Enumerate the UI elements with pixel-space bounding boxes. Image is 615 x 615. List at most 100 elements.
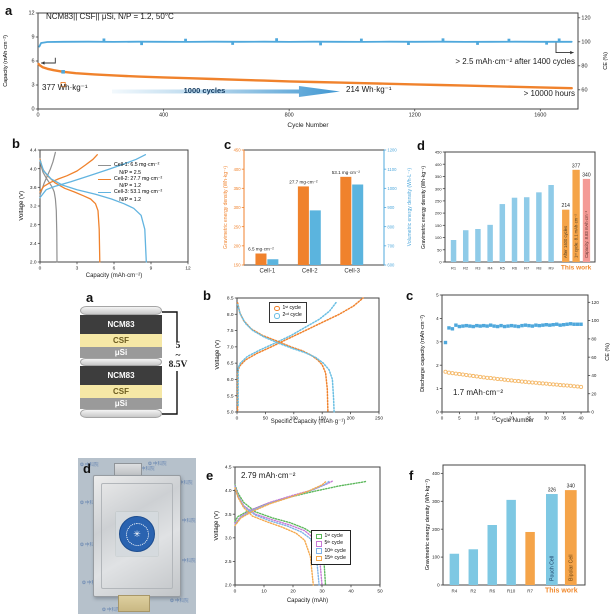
bottom-electrode-cap <box>80 409 162 418</box>
svg-text:1000: 1000 <box>387 186 397 191</box>
cell2-np: N/P = 1.2 <box>119 183 141 190</box>
watermark: ❂ 中科院 <box>177 558 196 563</box>
svg-text:2.8: 2.8 <box>30 222 37 228</box>
fig1b-y-axis-label: Voltage (V) <box>18 191 25 221</box>
watermark: ❂ 中科院 <box>177 518 196 523</box>
svg-text:340: 340 <box>567 484 576 490</box>
fig2b-legend: 1ˢᵗ cycle 2ⁿᵈ cycle <box>269 302 307 323</box>
cycle10-swatch <box>316 548 322 554</box>
svg-text:5: 5 <box>436 293 439 298</box>
legend-item-1st: 1ˢᵗ cycle <box>316 533 346 540</box>
svg-text:Cell-2: Cell-2 <box>302 269 318 275</box>
fig1-panel-b-voltage-profiles: 0 3 6 9 12 2.0 2.4 2.8 3.2 3.6 4.0 4.4 Voltage (V) … <box>10 140 222 286</box>
fig1c-y2-axis-label: Volumetric energy density (Wh·L⁻¹) <box>406 168 413 247</box>
svg-text:25: 25 <box>526 416 532 421</box>
svg-text:R8: R8 <box>536 266 542 271</box>
svg-text:40: 40 <box>591 373 597 378</box>
fig2b-y-axis-label: Voltage (V) <box>214 340 221 370</box>
watermark: ❂ 中科院 <box>136 466 155 471</box>
svg-text:10: 10 <box>261 589 267 595</box>
svg-text:6: 6 <box>113 266 116 272</box>
svg-text:0: 0 <box>236 416 239 422</box>
svg-text:1200: 1200 <box>409 113 421 119</box>
bipolar-cell-stack: NCM83 CSF μSi NCM83 CSF μSi <box>80 306 162 418</box>
fig2-label-c: c <box>406 288 414 303</box>
svg-text:1200: 1200 <box>387 148 397 153</box>
cell3-np: N/P = 1.2 <box>119 196 141 203</box>
legend-item-cycle2: 2ⁿᵈ cycle <box>274 312 302 319</box>
svg-text:3.2: 3.2 <box>30 204 37 210</box>
fig2f-chart-canvas: 0 100 200 300 400 326 Pouch Cell 340 Bipolar Cel… <box>432 464 586 595</box>
legend-item-cell3: Cell-3: 53.1 mg·cm⁻² <box>98 189 162 197</box>
svg-text:R2: R2 <box>470 589 476 594</box>
svg-text:3.0: 3.0 <box>225 535 232 541</box>
svg-text:Capacity: 8.83 mAh·cm⁻²: Capacity: 8.83 mAh·cm⁻² <box>584 210 589 258</box>
cell3-line-swatch <box>98 192 111 194</box>
svg-text:150: 150 <box>234 263 242 268</box>
svg-text:60: 60 <box>581 87 587 93</box>
top-electrode-cap <box>80 306 162 315</box>
svg-text:0: 0 <box>36 113 39 119</box>
fig2e-capacity-annotation: 2.79 mAh·cm⁻² <box>241 471 296 480</box>
cycle1-marker-swatch <box>274 305 280 312</box>
fig1a-capacity-note: > 2.5 mAh·cm⁻² after 1400 cycles <box>455 57 575 66</box>
svg-text:200: 200 <box>435 211 442 216</box>
svg-text:After 1400 cycles: After 1400 cycles <box>563 226 568 258</box>
fig2-label-a: a <box>86 290 94 305</box>
fig2f-y-axis-label: Gravimetric energy density (Wh·kg⁻¹) <box>424 479 431 571</box>
fig1c-y-axis-label: Gravimetric energy density (Wh·kg⁻¹) <box>222 166 229 249</box>
fig2e-x-axis-label: Capacity (mAh) <box>286 598 329 604</box>
svg-text:150: 150 <box>318 416 326 422</box>
legend-item-5th: 5ᵗʰ cycle <box>316 540 346 547</box>
svg-text:Cell-1: Cell-1 <box>259 269 275 275</box>
fig2-label-f: f <box>409 468 414 483</box>
fig2e-legend: 1ˢᵗ cycle 5ᵗʰ cycle 10ᵗʰ cycle 15ᵗʰ cycl… <box>311 530 351 565</box>
fig1a-energy-start: 377 Wh·kg⁻¹ <box>42 83 88 92</box>
fig2-panel-e-pouch-profiles: 0 10 20 30 40 50 2.0 2.5 3.0 3.5 4.0 4.5 Voltage (V… <box>205 450 417 615</box>
svg-text:50: 50 <box>263 416 269 422</box>
svg-text:100: 100 <box>591 318 599 323</box>
svg-text:1600: 1600 <box>534 113 546 119</box>
svg-text:Pouch Cell: Pouch Cell <box>549 556 555 581</box>
svg-text:450: 450 <box>435 150 442 155</box>
svg-text:20: 20 <box>591 391 597 396</box>
svg-text:R3: R3 <box>475 266 481 271</box>
fig2-label-e: e <box>206 468 214 483</box>
fig2-label-d: d <box>83 461 91 476</box>
svg-text:50: 50 <box>437 247 442 252</box>
svg-text:This work: This work <box>545 588 578 595</box>
svg-text:R4: R4 <box>451 589 457 594</box>
svg-text:2.4: 2.4 <box>30 241 37 247</box>
layer-csf-1: CSF <box>80 334 162 347</box>
svg-text:3: 3 <box>436 339 439 344</box>
svg-text:2: 2 <box>436 363 439 368</box>
fig1a-condition-text: NCM83|| CSF|| μSi, N/P = 1.2, 50°C <box>46 12 174 21</box>
legend-item-cell1: Cell-1: 6.5 mg·cm⁻² <box>98 162 162 170</box>
svg-text:400: 400 <box>432 471 440 476</box>
fig1d-chart-canvas: 0 50 100 150 200 250 300 350 400 450 214 After 1400… <box>435 150 596 272</box>
layer-usi-1: μSi <box>80 347 162 358</box>
sticker-logo-circle: ✳ <box>119 516 155 552</box>
cell1-np: N/P = 2.5 <box>119 169 141 176</box>
svg-text:0: 0 <box>441 416 444 421</box>
fig2-panel-c-cycling: 0 5 10 15 20 25 30 35 40 0 1 2 3 4 5 0 20 40 60 80 100 120 Di… <box>415 282 615 434</box>
watermark: ❂ 中科院 <box>80 542 99 547</box>
svg-text:R2: R2 <box>463 266 469 271</box>
fig2b-chart-canvas: 0 50 100 150 200 250 5.0 5.5 6.0 6.5 7.0 7.5 8.0 8.5 <box>227 296 383 422</box>
svg-text:0: 0 <box>39 266 42 272</box>
svg-text:R5: R5 <box>500 266 506 271</box>
svg-text:8.0: 8.0 <box>227 312 234 318</box>
fig1a-arrow-text: 1000 cycles <box>183 86 226 95</box>
svg-text:3.5: 3.5 <box>225 512 232 518</box>
pouch-cell-photo: ❂ 中科院 ❂ 中科院 ❂ 中科院 ❂ 中科院 ❂ 中科院 ❂ 中科院 ❂ 中科… <box>78 458 196 614</box>
svg-text:300: 300 <box>432 499 440 504</box>
svg-text:300: 300 <box>234 205 242 210</box>
svg-text:R6: R6 <box>489 589 495 594</box>
svg-text:340: 340 <box>582 172 591 178</box>
svg-text:40: 40 <box>348 589 354 595</box>
svg-text:7.0: 7.0 <box>227 344 234 350</box>
svg-text:6.0: 6.0 <box>227 377 234 383</box>
watermark: ❂ 中科院 <box>102 607 121 612</box>
svg-text:200: 200 <box>432 527 440 532</box>
